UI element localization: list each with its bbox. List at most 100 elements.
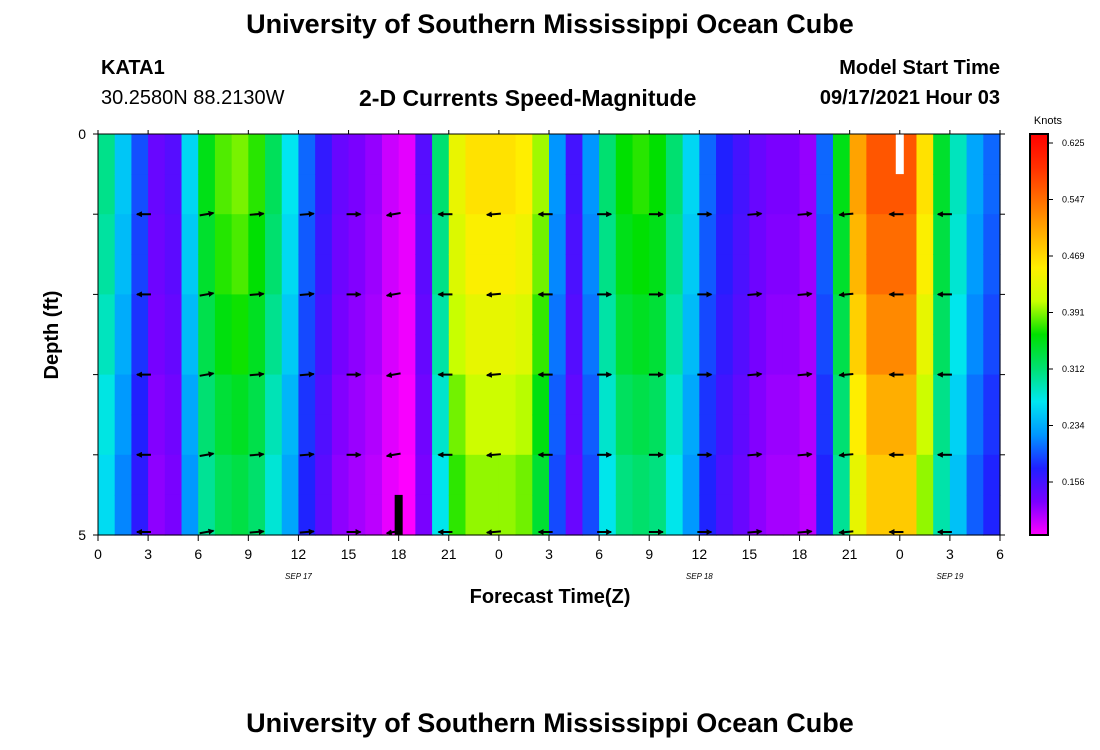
x-tick-label: 12 <box>291 546 307 562</box>
heatmap-cell <box>198 374 216 416</box>
heatmap-cell <box>214 254 233 295</box>
heatmap-cell <box>448 134 467 175</box>
heatmap-cell <box>231 494 249 536</box>
heatmap-cell <box>916 374 934 416</box>
heatmap-cell <box>766 374 784 416</box>
heatmap-cell <box>749 174 767 215</box>
heatmap-cell <box>916 174 934 215</box>
heatmap-cell <box>899 414 918 456</box>
heatmap-cell <box>649 254 667 295</box>
heatmap-cell <box>699 414 717 456</box>
heatmap-cell <box>432 494 450 536</box>
heatmap-cell <box>649 374 667 416</box>
heatmap-cell <box>565 254 583 295</box>
heatmap-cell <box>632 414 650 456</box>
heatmap-cell <box>599 334 617 376</box>
heatmap-cell <box>565 174 583 215</box>
heatmap-cell <box>599 134 617 175</box>
heatmap-cell <box>214 454 233 496</box>
heatmap-cell <box>98 214 116 255</box>
heatmap-cell <box>699 214 717 255</box>
heatmap-cell <box>916 494 934 536</box>
heatmap-cell <box>949 174 968 215</box>
current-vector-arrow <box>249 291 265 298</box>
heatmap-cell <box>632 494 650 536</box>
heatmap-cell <box>832 334 851 376</box>
heatmap-cell <box>983 134 1001 175</box>
current-vector-arrow <box>249 211 265 218</box>
heatmap-cell <box>198 454 216 496</box>
heatmap-cell <box>582 454 600 496</box>
heatmap-cell <box>248 374 266 416</box>
heatmap-cell <box>682 134 700 175</box>
heatmap-cell <box>649 134 667 175</box>
heatmap-cell <box>365 334 383 376</box>
heatmap-cell <box>565 454 583 496</box>
heatmap-cell <box>749 134 767 175</box>
heatmap-cell <box>983 374 1001 416</box>
current-vector-arrow <box>797 211 813 218</box>
heatmap-cell <box>816 454 834 496</box>
heatmap-cell <box>749 334 767 376</box>
current-vector-arrow <box>249 371 265 378</box>
heatmap-cell <box>933 214 951 255</box>
heatmap-cell <box>231 334 249 376</box>
x-tick-label: 0 <box>896 546 904 562</box>
heatmap-cell <box>465 494 483 536</box>
heatmap-cell <box>782 294 801 336</box>
heatmap-cell <box>849 374 867 416</box>
heatmap-cell <box>465 374 483 416</box>
heatmap-cell <box>265 414 283 456</box>
heatmap-cell <box>816 494 834 536</box>
colorbar <box>1029 133 1049 536</box>
heatmap-cell <box>632 174 650 215</box>
heatmap-cell <box>983 254 1001 295</box>
heatmap-cell <box>298 334 316 376</box>
heatmap-cell <box>832 134 851 175</box>
heatmap-cell <box>949 374 968 416</box>
heatmap-cell <box>415 214 433 255</box>
heatmap-cell <box>148 174 166 215</box>
heatmap-cell <box>415 294 433 336</box>
x-tick-label: 18 <box>391 546 407 562</box>
heatmap-cell <box>699 294 717 336</box>
heatmap-cell <box>766 214 784 255</box>
heatmap-cell <box>532 294 550 336</box>
heatmap-cell <box>298 494 316 536</box>
heatmap-cell <box>766 174 784 215</box>
heatmap-cell <box>966 494 984 536</box>
heatmap-cell <box>248 254 266 295</box>
heatmap-cell <box>732 494 751 536</box>
heatmap-cell <box>214 214 233 255</box>
heatmap-cell <box>949 134 968 175</box>
heatmap-cell <box>649 454 667 496</box>
heatmap-cell <box>682 414 700 456</box>
heatmap-cell <box>599 454 617 496</box>
heatmap-cell <box>782 454 801 496</box>
heatmap-cell <box>281 214 300 255</box>
heatmap-cell <box>432 294 450 336</box>
heatmap-cell <box>849 254 867 295</box>
heatmap-cell <box>649 294 667 336</box>
heatmap-cell <box>549 414 567 456</box>
heatmap-cell <box>498 374 517 416</box>
missing-data-block <box>394 494 403 535</box>
heatmap-cell <box>181 134 199 175</box>
heatmap-cell <box>148 454 166 496</box>
heatmap-cell <box>265 294 283 336</box>
heatmap-cell <box>482 294 500 336</box>
heatmap-cell <box>732 334 751 376</box>
heatmap-cell <box>465 214 483 255</box>
heatmap-cell <box>432 334 450 376</box>
heatmap-cell <box>482 494 500 536</box>
heatmap-cell <box>381 294 400 336</box>
heatmap-cell <box>849 334 867 376</box>
heatmap-cell <box>231 254 249 295</box>
heatmap-cell <box>482 254 500 295</box>
heatmap-cell <box>832 294 851 336</box>
heatmap-cell <box>448 454 467 496</box>
heatmap-cell <box>348 334 366 376</box>
current-vector-arrow <box>747 291 763 298</box>
heatmap-cell <box>899 174 918 215</box>
heatmap-cell <box>565 214 583 255</box>
